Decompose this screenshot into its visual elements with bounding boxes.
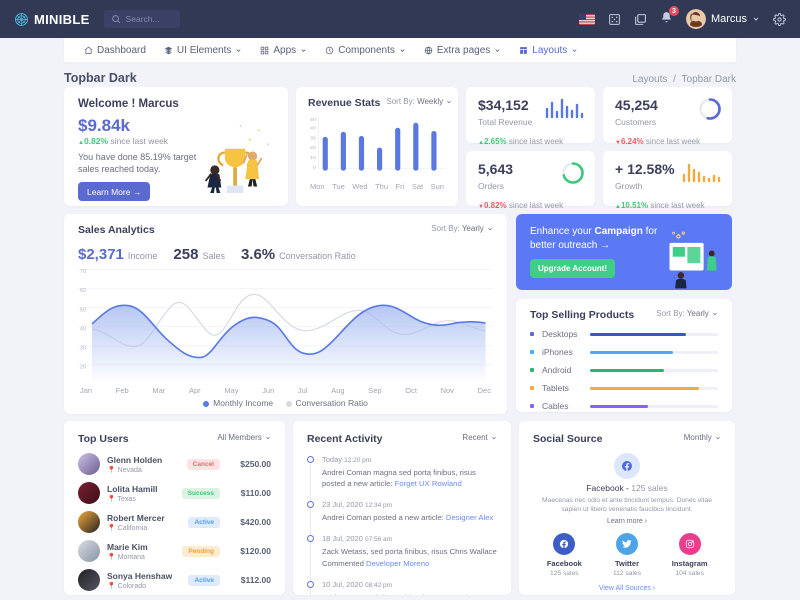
svg-text:20: 20 [80,365,86,371]
svg-text:20: 20 [310,145,316,151]
svg-text:10: 10 [310,155,316,161]
svg-text:30: 30 [80,345,86,351]
svg-text:40: 40 [80,326,86,332]
svg-text:50: 50 [80,307,86,313]
svg-text:40: 40 [310,125,316,131]
svg-text:60: 60 [80,288,86,294]
svg-text:0: 0 [313,165,316,171]
svg-text:30: 30 [310,135,316,141]
svg-text:50: 50 [310,117,316,123]
svg-text:70: 70 [80,269,86,275]
